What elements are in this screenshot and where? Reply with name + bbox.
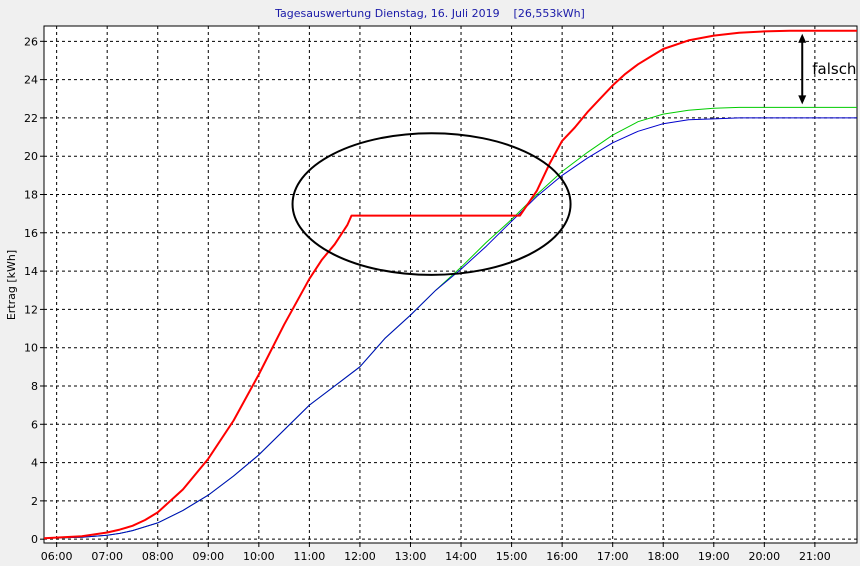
x-tick-label: 19:00 <box>698 550 730 563</box>
annotation-label-falsch: falsch <box>812 60 856 78</box>
x-axis-ticks: 06:00 07:00 08:00 09:00 10:00 11:00 12:00 13:00… <box>41 543 831 563</box>
x-tick-label: 07:00 <box>91 550 123 563</box>
x-tick-label: 11:00 <box>294 550 326 563</box>
y-axis-label: Ertrag [kWh] <box>5 250 18 320</box>
x-tick-label: 17:00 <box>597 550 629 563</box>
y-tick-label: 12 <box>24 303 38 316</box>
y-tick-label: 20 <box>24 150 38 163</box>
x-tick-label: 16:00 <box>546 550 578 563</box>
y-tick-label: 2 <box>31 495 38 508</box>
series-line-2 <box>43 117 857 539</box>
arrow-head-top <box>798 33 807 43</box>
x-tick-label: 14:00 <box>445 550 477 563</box>
y-tick-label: 24 <box>24 74 38 87</box>
x-tick-label: 21:00 <box>799 550 831 563</box>
x-tick-label: 13:00 <box>395 550 427 563</box>
x-tick-label: 12:00 <box>344 550 376 563</box>
y-tick-label: 6 <box>31 418 38 431</box>
y-tick-label: 4 <box>31 457 38 470</box>
y-tick-label: 0 <box>31 533 38 546</box>
y-tick-label: 16 <box>24 227 38 240</box>
chart-title: Tagesauswertung Dienstag, 16. Juli 2019 … <box>274 7 585 20</box>
arrow-head-bottom <box>798 95 807 105</box>
y-tick-label: 8 <box>31 380 38 393</box>
grid-lines <box>44 26 857 543</box>
annotations-group: falsch <box>291 33 856 276</box>
plot-area <box>43 25 858 544</box>
x-tick-label: 20:00 <box>748 550 780 563</box>
x-tick-label: 10:00 <box>243 550 275 563</box>
x-tick-label: 06:00 <box>41 550 73 563</box>
x-tick-label: 15:00 <box>496 550 528 563</box>
series-group <box>43 29 857 540</box>
highlight-ellipse <box>291 132 572 276</box>
y-tick-label: 10 <box>24 342 38 355</box>
x-tick-label: 09:00 <box>192 550 224 563</box>
y-tick-label: 14 <box>24 265 38 278</box>
y-tick-label: 22 <box>24 112 38 125</box>
x-tick-label: 18:00 <box>647 550 679 563</box>
x-tick-label: 08:00 <box>142 550 174 563</box>
series-line-0 <box>43 29 857 540</box>
y-tick-label: 18 <box>24 189 38 202</box>
y-tick-label: 26 <box>24 35 38 48</box>
